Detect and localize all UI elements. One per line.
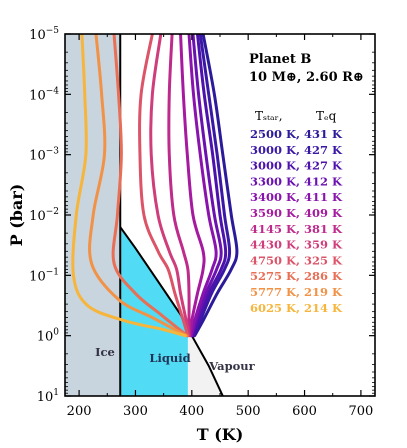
profile-line-7 xyxy=(167,34,191,338)
planet-name: Planet B xyxy=(249,52,311,67)
x-tick-label: 600 xyxy=(292,404,317,419)
y-axis-label: P (bar) xyxy=(7,184,26,247)
x-tick-label: 700 xyxy=(348,404,373,419)
profile-line-4 xyxy=(190,34,223,338)
temperature-profiles xyxy=(71,34,239,338)
legend-entry: 4145 K, 381 K xyxy=(250,222,343,236)
y-tick-label: 10−4 xyxy=(29,86,59,103)
profile-line-11 xyxy=(88,34,188,338)
profile-line-2 xyxy=(192,34,232,338)
legend-entry: 5777 K, 219 K xyxy=(250,285,343,299)
region-labels: Ice Liquid Vapour xyxy=(95,345,256,373)
legend-header-teq: Tₑq xyxy=(316,109,337,123)
legend-entry: 3000 K, 427 K xyxy=(250,159,343,173)
region-label-ice: Ice xyxy=(95,345,115,359)
planet-mass-radius: 10 M⊕, 2.60 R⊕ xyxy=(249,70,364,85)
y-tick-label: 10−1 xyxy=(29,267,59,284)
legend-entry: 3300 K, 412 K xyxy=(250,174,343,188)
legend-entry: 5275 K, 286 K xyxy=(250,269,343,283)
legend-header-tstar: Tₛₜₐᵣ, xyxy=(255,109,283,123)
profile-line-9 xyxy=(138,34,190,338)
region-label-vapour: Vapour xyxy=(208,359,255,373)
x-tick-label: 300 xyxy=(123,404,148,419)
x-tick-label: 200 xyxy=(67,404,92,419)
x-tick-label: 400 xyxy=(179,404,204,419)
profile-line-12 xyxy=(71,34,187,338)
profile-line-5 xyxy=(187,34,218,338)
profile-line-1 xyxy=(193,34,239,338)
axis-ticks: 200 300 400 500 600 700 10−5 10−4 10−3 10−2 10−1 10… xyxy=(29,26,375,419)
legend-entry: 4430 K, 359 K xyxy=(250,238,343,252)
y-tick-label: 10−3 xyxy=(29,147,59,164)
legend-entry: 4750 K, 325 K xyxy=(250,253,343,267)
profile-line-10 xyxy=(111,34,189,338)
legend-entry: 3590 K, 409 K xyxy=(250,206,343,220)
profile-line-6 xyxy=(179,34,206,338)
profile-line-3 xyxy=(191,34,228,338)
x-axis-label: T (K) xyxy=(197,425,244,444)
legend: Tₛₜₐᵣ, Tₑq 2500 K, 431 K 3000 K, 427 K 3000 … xyxy=(250,109,343,315)
vapour-region xyxy=(187,335,223,396)
y-tick-label: 100 xyxy=(37,328,60,345)
legend-entry: 2500 K, 431 K xyxy=(250,127,343,141)
y-tick-label: 10−5 xyxy=(29,26,59,43)
legend-entry: 3400 K, 411 K xyxy=(250,190,343,204)
profile-line-8 xyxy=(149,34,191,338)
x-tick-label: 500 xyxy=(236,404,261,419)
region-label-liquid: Liquid xyxy=(149,351,190,365)
y-tick-label: 10−2 xyxy=(29,207,59,224)
legend-entry: 3000 K, 427 K xyxy=(250,143,343,157)
legend-entry: 6025 K, 214 K xyxy=(250,301,343,315)
y-tick-label: 101 xyxy=(37,388,59,405)
